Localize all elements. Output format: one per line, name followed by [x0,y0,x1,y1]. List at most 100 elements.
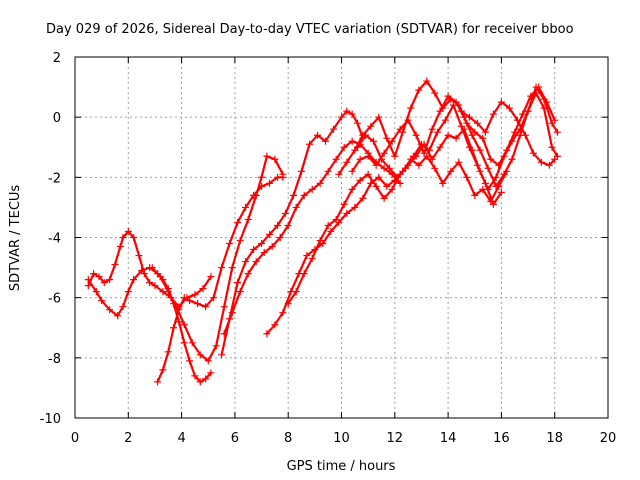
data-point [532,89,540,97]
data-point [191,372,199,380]
x-tick-label: 20 [600,431,617,446]
data-point [441,116,449,124]
data-point [492,173,500,181]
data-point [492,182,500,190]
x-tick-label: 14 [440,431,457,446]
data-point [271,155,279,163]
data-point [196,351,204,359]
data-point [380,149,388,157]
data-point [266,230,274,238]
data-point [244,215,252,223]
data-point [252,191,260,199]
data-point [417,140,425,148]
data-point [332,215,340,223]
data-point [212,342,220,350]
data-point [322,137,330,145]
data-point [106,306,114,314]
data-point [481,179,489,187]
data-point [284,300,292,308]
x-tick-label: 18 [546,431,563,446]
data-point [186,297,194,305]
data-point [236,288,244,296]
data-point [164,288,172,296]
data-point [330,125,338,133]
data-point [375,113,383,121]
data-point [503,146,511,154]
data-point [380,194,388,202]
data-point [348,185,356,193]
data-point [306,140,314,148]
data-point [436,143,444,151]
data-point [377,155,385,163]
data-point [351,203,359,211]
data-point [444,131,452,139]
data-point [519,110,527,118]
data-point [207,369,215,377]
data-point [236,237,244,245]
data-point [84,282,92,290]
data-point [423,77,431,85]
plot-area [84,77,561,386]
data-point [511,128,519,136]
data-point [263,330,271,338]
data-point [258,240,266,248]
data-point [180,339,188,347]
data-point [348,137,356,145]
data-point [356,176,364,184]
data-point [537,158,545,166]
data-point [220,303,228,311]
data-point [524,107,532,115]
x-tick-label: 12 [387,431,404,446]
data-point [140,270,148,278]
data-point [465,143,473,151]
data-point [436,107,444,115]
data-point [314,131,322,139]
data-point [338,113,345,121]
data-point [170,324,178,332]
data-point [303,252,311,260]
data-point [447,167,455,175]
data-point [191,291,199,299]
data-point [268,243,276,251]
data-point [396,125,404,133]
data-point [95,273,103,281]
data-point [199,285,207,293]
data-point [396,179,404,187]
data-point [439,179,447,187]
plot-frame [74,56,609,419]
data-point [292,288,300,296]
data-point [409,152,417,160]
data-point [202,375,210,383]
data-point [327,227,335,235]
data-point [263,152,271,160]
data-point [130,234,138,241]
y-axis-label: SDTVAR / TECUs [8,185,23,292]
series-track-5 [218,107,367,359]
x-axis-label: GPS time / hours [287,459,396,474]
data-point [172,303,180,311]
data-point [135,252,143,260]
data-point [553,128,561,136]
data-point [505,104,513,112]
data-point [282,209,290,217]
data-point [497,188,505,196]
data-point [455,158,463,166]
data-point [551,155,559,163]
data-point [521,131,529,139]
x-tick-label: 4 [177,431,185,446]
data-point [242,203,250,211]
data-point [202,303,210,311]
data-point [252,258,260,266]
series-line [151,155,284,362]
data-point [92,288,100,296]
data-point [228,309,236,317]
data-point [415,161,423,169]
y-tick-label: -6 [48,292,61,307]
data-point [489,110,497,118]
data-point [415,86,423,94]
data-point [151,282,159,290]
data-point [425,146,433,154]
data-point [481,128,489,136]
data-point [487,155,495,163]
data-point [388,185,396,193]
